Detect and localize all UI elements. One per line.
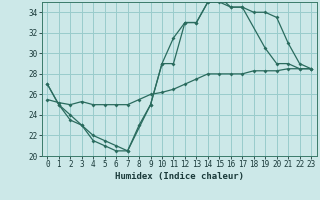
X-axis label: Humidex (Indice chaleur): Humidex (Indice chaleur) <box>115 172 244 181</box>
